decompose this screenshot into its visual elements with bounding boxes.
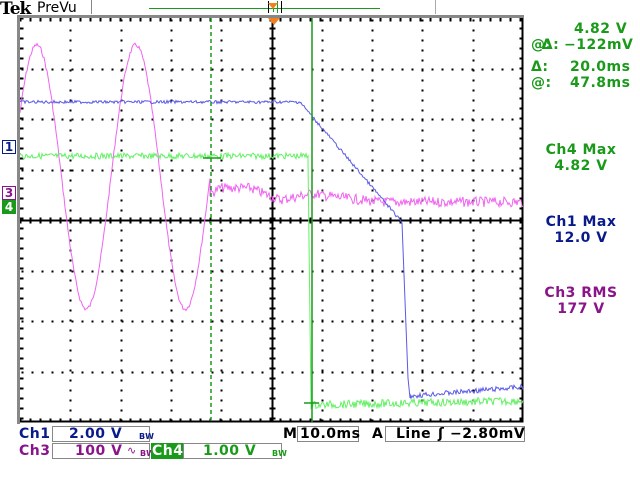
ch1-waveform [20, 99, 524, 400]
ch4-bandwidth-limit-icon: BW [272, 449, 288, 458]
ch3-label[interactable]: Ch3 [19, 443, 51, 459]
ch4-waveform [20, 151, 524, 410]
trigger-box[interactable]: Line ʃ −2.80mV [385, 426, 525, 442]
ch1-label[interactable]: Ch1 [19, 426, 51, 442]
ch4-label[interactable]: Ch4 [151, 443, 185, 459]
time-at-value: 47.8ms [570, 75, 631, 91]
ch4-ground-marker[interactable]: 4 [2, 200, 16, 214]
ac-coupling-icon: ∿ [127, 444, 137, 457]
ch3-ground-marker[interactable]: 3 [2, 186, 16, 200]
ch1-marker-label: 1 [4, 140, 14, 154]
ch1-bandwidth-limit-icon: BW [139, 432, 155, 441]
cursors [203, 18, 319, 422]
measurement-ch1-max-title: Ch1 Max [545, 214, 617, 230]
ch4-marker-label: 4 [4, 200, 14, 214]
voltage-at-label: @: [531, 37, 552, 53]
acquisition-mode: PreVu [37, 0, 77, 16]
measurement-ch3-rms-value: 177 V [557, 301, 605, 317]
trigger-position-marker-icon[interactable] [268, 18, 280, 25]
measurement-ch3-rms-title: Ch3 RMS [544, 285, 618, 301]
ch3-scale: 100 V [75, 443, 123, 459]
time-delta-value: 20.0ms [570, 59, 631, 75]
ch3-scale-box[interactable]: 100 V ∿ BW [52, 443, 155, 459]
waveforms [20, 42, 524, 410]
trigger-source: Line [396, 426, 432, 442]
ch3-marker-label: 3 [4, 186, 14, 200]
waveform-display[interactable] [20, 18, 524, 423]
ch3-waveform [20, 42, 524, 312]
trigger-mode: A [372, 426, 384, 442]
measurement-ch4-max-title: Ch4 Max [545, 142, 617, 158]
ch1-scale: 2.00 V [69, 426, 123, 442]
graticule-grid [20, 18, 524, 423]
voltage-at-value: −122mV [564, 37, 634, 53]
measurement-ch1-max-value: 12.0 V [554, 230, 608, 246]
time-delta-label: Δ: [531, 59, 549, 75]
trigger-position-icon [268, 3, 278, 9]
ch4-scale: 1.00 V [203, 443, 257, 459]
ch1-scale-box[interactable]: 2.00 V BW [52, 426, 154, 442]
ch1-ground-marker[interactable]: 1 [2, 140, 16, 154]
brand-logo: Tek [0, 0, 31, 19]
voltage-delta-label: Δ: [541, 37, 560, 53]
voltage-delta-row: Δ: [531, 21, 559, 53]
header-divider [91, 0, 92, 14]
timebase-value: 10.0ms [300, 426, 361, 442]
time-at-label: @: [531, 75, 552, 91]
record-length-bar [149, 8, 380, 9]
header-divider-right [435, 0, 436, 14]
voltage-delta-value: 4.82 V [574, 21, 628, 37]
timebase-box[interactable]: 10.0ms [297, 426, 361, 442]
rising-edge-icon: ʃ [438, 426, 445, 442]
trigger-level: −2.80mV [450, 426, 526, 442]
ch3-bandwidth-limit-icon: BW [140, 449, 156, 458]
scope-frame [17, 15, 524, 424]
measurement-ch4-max-value: 4.82 V [554, 158, 608, 174]
timebase-label: M [283, 426, 298, 442]
ch4-scale-box[interactable]: 1.00 V BW [183, 443, 287, 459]
